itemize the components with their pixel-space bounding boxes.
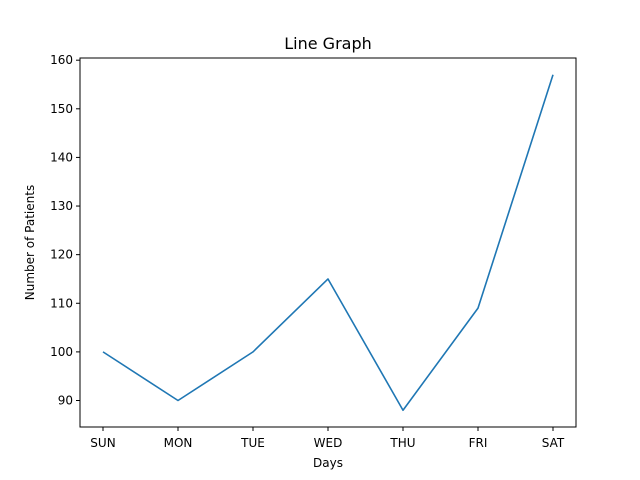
x-tick-label: FRI: [469, 436, 488, 450]
chart-title: Line Graph: [284, 34, 372, 53]
y-tick-label: 120: [50, 248, 73, 262]
x-tick-label: SAT: [542, 436, 565, 450]
x-tick-label: MON: [164, 436, 193, 450]
y-tick-label: 150: [50, 102, 73, 116]
plot-frame: [79, 57, 577, 428]
x-axis-label: Days: [313, 456, 343, 470]
x-axis: SUN MON TUE WED THU FRI SAT: [90, 427, 565, 450]
y-tick-label: 90: [58, 394, 73, 408]
y-tick-label: 140: [50, 150, 73, 164]
y-tick-label: 160: [50, 53, 73, 67]
y-tick-label: 110: [50, 296, 73, 310]
x-tick-label: TUE: [240, 436, 265, 450]
series-layer: [102, 74, 554, 412]
y-axis-label: Number of Patients: [23, 185, 37, 300]
y-tick-label: 130: [50, 199, 73, 213]
series-line: [102, 74, 554, 412]
y-axis: 90 100 110 120 130 140 150 160: [50, 53, 80, 408]
x-tick-label: SUN: [90, 436, 115, 450]
x-tick-label: WED: [314, 436, 343, 450]
y-tick-label: 100: [50, 345, 73, 359]
x-tick-label: THU: [389, 436, 415, 450]
